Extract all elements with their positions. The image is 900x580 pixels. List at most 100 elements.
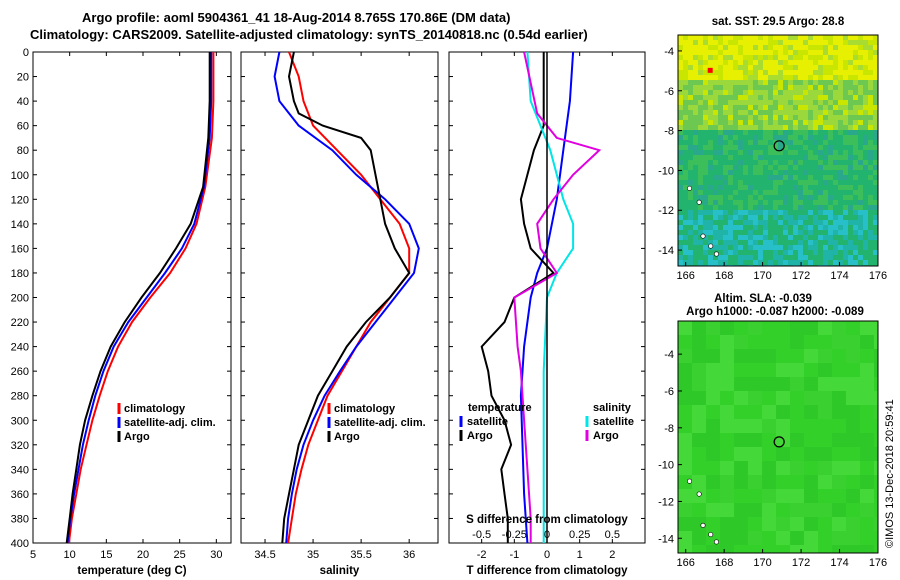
sst-map-cell [783, 185, 789, 191]
sst-map-cell [743, 250, 749, 256]
sst-map-cell [798, 235, 804, 241]
sst-map-cell [708, 140, 714, 146]
sst-map-cell [753, 110, 759, 116]
sst-map-cell [848, 160, 854, 166]
sst-map-cell [778, 260, 784, 266]
sst-map-cell [798, 100, 804, 106]
sst-map-cell [798, 140, 804, 146]
sst-map-cell [838, 260, 844, 266]
sst-map-cell [678, 110, 684, 116]
sst-map-cell [813, 125, 819, 131]
sst-map-cell [868, 195, 874, 201]
sst-map-cell [693, 45, 699, 51]
sst-map-cell [758, 120, 764, 126]
sla-map-cell [678, 391, 693, 406]
sst-map-cell [728, 165, 734, 171]
sst-map-cell [793, 85, 799, 91]
sst-map-cell [808, 60, 814, 66]
sst-map-cell [728, 235, 734, 241]
sst-map-cell [838, 155, 844, 161]
sla-map-ytick-label: -10 [658, 460, 674, 472]
sst-map-cell [678, 240, 684, 246]
sst-map-cell [728, 105, 734, 111]
sst-map-cell [688, 85, 694, 91]
sst-map-cell [838, 235, 844, 241]
sst-map-cell [738, 195, 744, 201]
sst-map-cell [768, 145, 774, 151]
sst-map-cell [828, 175, 834, 181]
sst-map-cell [843, 255, 849, 261]
sst-map-cell [773, 65, 779, 71]
sla-map-cell [874, 531, 878, 546]
sst-map-cell [853, 175, 859, 181]
sst-map-cell [693, 95, 699, 101]
sst-map-cell [773, 90, 779, 96]
sla-map-cell [860, 419, 875, 434]
sst-map-cell [723, 60, 729, 66]
sst-map-cell [858, 210, 864, 216]
sst-map-cell [768, 150, 774, 156]
sst-map-cell [733, 150, 739, 156]
sst-map-cell [853, 250, 859, 256]
salinity-series-argo [281, 51, 411, 544]
sst-map-cell [758, 85, 764, 91]
sst-map-cell [748, 140, 754, 146]
sst-map-cell [843, 185, 849, 191]
sst-map-cell [768, 75, 774, 81]
sst-map-cell [823, 100, 829, 106]
sla-map-cell [846, 503, 861, 518]
sla-map-cell [874, 377, 878, 392]
sst-map-cell [688, 180, 694, 186]
sst-map-cell [748, 105, 754, 111]
sst-map-cell [773, 115, 779, 121]
sst-map-cell [863, 235, 869, 241]
sst-map-cell [833, 250, 839, 256]
sst-map-cell [733, 40, 739, 46]
sst-map-cell [833, 240, 839, 246]
sst-map-cell [828, 55, 834, 61]
sst-map-cell [858, 145, 864, 151]
sst-map-cell [863, 120, 869, 126]
sst-map-cell [793, 205, 799, 211]
sst-map-cell [733, 170, 739, 176]
sst-map-cell [748, 210, 754, 216]
sst-map-cell [738, 235, 744, 241]
sst-map-cell [833, 225, 839, 231]
sla-map-cell [832, 461, 847, 476]
sst-map-cell [693, 165, 699, 171]
sst-map-cell [683, 215, 689, 221]
sst-map-cell [863, 150, 869, 156]
sst-map-cell [873, 95, 878, 101]
salinity-legend-label: climatology [334, 403, 396, 415]
sst-map-cell [818, 250, 824, 256]
sst-map-cell [723, 150, 729, 156]
sst-map-cell [723, 85, 729, 91]
sst-map-cell [793, 65, 799, 71]
sst-map-cell [843, 60, 849, 66]
sla-map-cell [734, 461, 749, 476]
sst-map-cell [763, 65, 769, 71]
depth-tick-label: 120 [11, 194, 29, 206]
sst-map-cell [803, 175, 809, 181]
sst-map-cell [703, 175, 709, 181]
sst-map-cell [828, 195, 834, 201]
sst-map-cell [723, 50, 729, 56]
sst-map-cell [833, 145, 839, 151]
sst-map-cell [678, 55, 684, 61]
sst-map-cell [778, 145, 784, 151]
sst-map-cell [773, 220, 779, 226]
sst-map-cell [813, 55, 819, 61]
sla-map-cell [818, 391, 833, 406]
sst-map-cell [803, 235, 809, 241]
sst-island-marker [700, 233, 706, 239]
sst-map-cell [723, 160, 729, 166]
sst-map-cell [753, 145, 759, 151]
sst-map-cell [693, 75, 699, 81]
sla-map-cell [762, 489, 777, 504]
sst-map-cell [818, 35, 824, 41]
sst-map-cell [838, 170, 844, 176]
sst-map-cell [818, 105, 824, 111]
sst-map-cell [843, 245, 849, 251]
sst-map-cell [838, 175, 844, 181]
sst-map-cell [763, 150, 769, 156]
